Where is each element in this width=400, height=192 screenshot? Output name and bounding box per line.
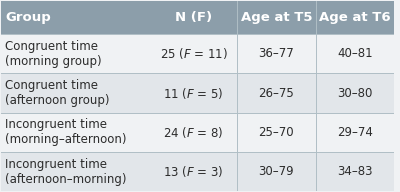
Text: 30–80: 30–80 [338, 87, 373, 99]
Bar [237, 1, 316, 34]
Text: 30–79: 30–79 [258, 165, 294, 178]
Text: Age at T6: Age at T6 [319, 11, 391, 24]
Bar [1, 152, 394, 191]
Text: 25–70: 25–70 [258, 126, 294, 139]
Text: Age at T5: Age at T5 [241, 11, 312, 24]
Bar [1, 113, 394, 152]
Text: Congruent time
(afternoon group): Congruent time (afternoon group) [6, 79, 110, 107]
Bar [1, 73, 394, 113]
Text: 26–75: 26–75 [258, 87, 294, 99]
Text: 29–74: 29–74 [337, 126, 373, 139]
Bar [316, 1, 394, 34]
Text: Congruent time
(morning group): Congruent time (morning group) [6, 40, 102, 68]
Text: N (F): N (F) [175, 11, 212, 24]
Bar [1, 1, 150, 34]
Text: 40–81: 40–81 [337, 47, 373, 60]
Bar [1, 34, 394, 73]
Text: Incongruent time
(morning–afternoon): Incongruent time (morning–afternoon) [6, 118, 127, 146]
Text: 11 ($F$ = 5): 11 ($F$ = 5) [164, 85, 224, 101]
Text: 25 ($F$ = 11): 25 ($F$ = 11) [160, 46, 228, 61]
Text: Group: Group [6, 11, 51, 24]
Text: 24 ($F$ = 8): 24 ($F$ = 8) [164, 125, 224, 140]
Text: 34–83: 34–83 [337, 165, 373, 178]
Text: Incongruent time
(afternoon–morning): Incongruent time (afternoon–morning) [6, 158, 127, 186]
Bar [150, 1, 237, 34]
Text: 36–77: 36–77 [258, 47, 294, 60]
Text: 13 ($F$ = 3): 13 ($F$ = 3) [164, 164, 224, 179]
